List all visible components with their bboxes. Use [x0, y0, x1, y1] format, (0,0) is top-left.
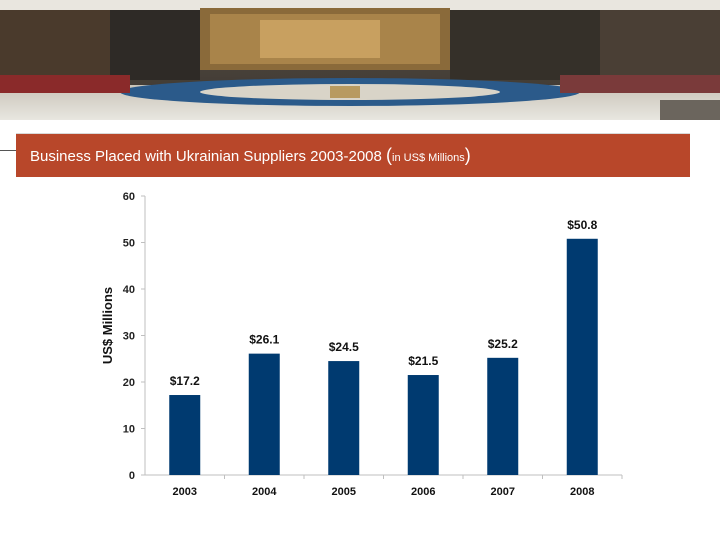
y-tick-label: 40: [123, 284, 135, 296]
x-tick-label: 2004: [252, 486, 277, 498]
x-tick-label: 2003: [173, 486, 197, 498]
title-connector-line: [0, 150, 16, 151]
bar-2005: [328, 361, 360, 475]
bar-2003: [169, 395, 201, 475]
x-tick-label: 2005: [332, 486, 356, 498]
y-axis-title: US$ Millions: [100, 287, 115, 364]
x-tick-label: 2006: [411, 486, 435, 498]
title-close-paren: ): [464, 145, 471, 165]
chart-title: Business Placed with Ukrainian Suppliers…: [30, 145, 471, 166]
bar-2008: [566, 238, 598, 475]
y-tick-label: 50: [123, 238, 135, 250]
data-label-2004: $26.1: [249, 333, 279, 347]
y-tick-label: 10: [123, 424, 135, 436]
y-tick-label: 30: [123, 331, 135, 343]
data-label-2005: $24.5: [329, 340, 359, 354]
council-chamber-image: [0, 0, 720, 120]
bar-2007: [487, 357, 519, 475]
data-label-2003: $17.2: [170, 374, 200, 388]
y-tick-label: 60: [123, 191, 135, 203]
bar-2006: [407, 375, 439, 475]
title-main: Business Placed with Ukrainian Suppliers…: [30, 148, 387, 165]
header-photo: [0, 0, 720, 120]
title-open-paren: (: [386, 145, 393, 165]
x-tick-label: 2008: [570, 486, 594, 498]
data-label-2007: $25.2: [488, 337, 518, 351]
data-label-2008: $50.8: [567, 218, 597, 232]
y-tick-label: 20: [123, 377, 135, 389]
y-tick-label: 0: [129, 470, 135, 482]
title-bar: Business Placed with Ukrainian Suppliers…: [16, 133, 690, 177]
x-tick-label: 2007: [491, 486, 515, 498]
bar-2004: [248, 353, 280, 475]
title-unit: in US$ Millions: [392, 152, 465, 164]
data-label-2006: $21.5: [408, 354, 438, 368]
